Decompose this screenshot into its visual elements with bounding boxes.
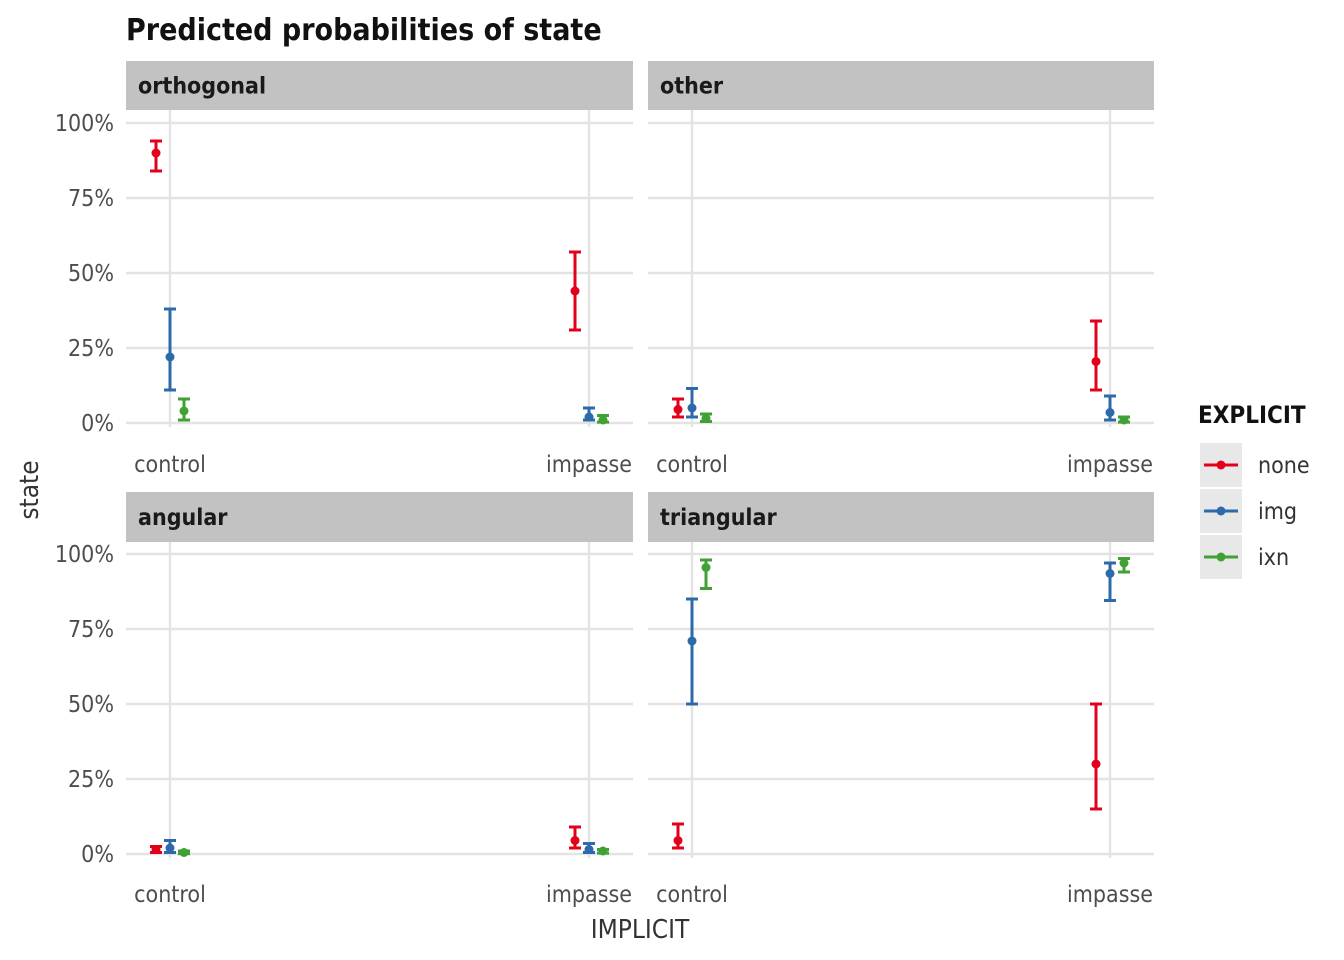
data-point-ixn-control [179,848,189,857]
data-point-ixn-impasse [1119,558,1129,568]
x-axis-title: IMPLICIT [591,915,690,945]
legend-entry-none: none [1200,443,1310,487]
legend-label: none [1258,453,1310,479]
x-tick-label-impasse: impasse [546,452,632,478]
error-bar-img-control [164,307,176,392]
data-point-img-control [687,636,697,646]
data-point-img-control [687,403,697,413]
data-point-none-impasse [570,836,580,845]
data-point-none-impasse [1091,357,1101,366]
facet-orthogonal: orthogonal 0% 25% 50% 75% 100% control impasse [55,61,633,478]
y-tick-label: 75% [68,617,114,643]
error-bar-img-impasse [583,406,595,422]
facet-angular: angular 0% 25% 50% 75% 100% control impasse [55,492,633,908]
x-tick-label-control: control [656,882,728,908]
data-point-none-control [151,845,161,854]
error-bar-ixn-impasse [1118,415,1130,425]
error-bar-img-impasse [1104,561,1116,602]
error-bar-none-control [150,845,162,854]
y-axis-title: state [15,460,45,519]
facet-other: other control impasse [648,61,1154,478]
facet-triangular: triangular control impasse [648,492,1154,908]
y-tick-label: 50% [68,261,114,287]
data-point-ixn-control [701,563,711,572]
y-tick-label: 100% [55,542,114,568]
legend-key-point [1216,460,1226,470]
data-point-ixn-control [179,406,189,416]
error-bar-ixn-control [700,558,712,590]
legend-key-point [1216,506,1226,516]
facet-strip-label: angular [138,505,228,531]
error-bar-ixn-impasse [1118,557,1130,574]
data-point-img-impasse [1105,569,1115,578]
legend-key-point [1216,552,1226,562]
chart-title: Predicted probabilities of state [126,13,602,48]
error-bar-none-impasse [1090,702,1102,811]
legend: EXPLICIT none img ixn [1198,401,1310,579]
error-bar-img-control [164,839,176,854]
error-bar-none-control [150,139,162,173]
error-bar-ixn-impasse [597,846,609,856]
error-bar-ixn-control [178,397,190,422]
x-tick-label-impasse: impasse [1067,882,1153,908]
error-bar-img-control [686,597,698,706]
data-point-none-control [151,148,161,158]
facet-strip-label: triangular [660,505,777,531]
error-bar-none-impasse [569,250,581,332]
error-bar-none-control [672,822,684,850]
y-tick-label: 0% [81,411,114,437]
facet-strip-label: orthogonal [138,74,266,100]
legend-entry-ixn: ixn [1200,535,1289,579]
error-bar-ixn-control [178,848,190,857]
data-point-img-control [165,352,175,362]
facet-strip-label: other [660,74,724,100]
data-point-ixn-impasse [598,415,608,425]
data-point-ixn-impasse [1119,415,1129,425]
y-tick-label: 50% [68,692,114,718]
facet-strip [126,61,633,110]
data-point-img-impasse [584,412,594,422]
error-bar-ixn-impasse [597,414,609,425]
error-bar-img-control [686,387,698,419]
facet-strip [648,492,1154,542]
y-tick-label: 0% [81,842,114,868]
error-bar-none-impasse [1090,319,1102,392]
legend-label: ixn [1258,545,1289,571]
y-tick-label: 100% [55,111,114,137]
legend-title: EXPLICIT [1198,401,1306,429]
error-bar-img-impasse [583,842,595,854]
y-tick-label: 25% [68,336,114,362]
y-tick-label: 25% [68,767,114,793]
legend-label: img [1258,499,1297,525]
data-point-img-impasse [584,845,594,854]
y-tick-label: 75% [68,186,114,212]
facet-strip [126,492,633,542]
x-tick-label-control: control [134,882,206,908]
data-point-none-control [673,836,683,845]
error-bar-none-impasse [569,825,581,850]
x-tick-label-impasse: impasse [546,882,632,908]
x-tick-label-control: control [134,452,206,478]
error-bar-none-control [672,397,684,419]
error-bar-ixn-control [700,412,712,423]
x-tick-label-control: control [656,452,728,478]
legend-entry-img: img [1200,489,1297,533]
facet-strip [648,61,1154,110]
data-point-img-control [165,843,175,853]
data-point-ixn-control [701,414,711,423]
x-tick-label-impasse: impasse [1067,452,1153,478]
data-point-img-impasse [1105,408,1115,417]
error-bar-img-impasse [1104,394,1116,422]
data-point-none-impasse [570,286,580,296]
data-point-none-control [673,405,683,414]
data-point-ixn-impasse [598,846,608,856]
data-point-none-impasse [1091,759,1101,769]
